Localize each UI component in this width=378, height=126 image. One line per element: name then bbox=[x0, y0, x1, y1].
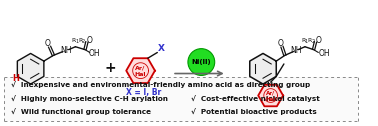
Bar bbox=[4, 77, 358, 121]
Text: Ar/: Ar/ bbox=[266, 90, 275, 95]
Circle shape bbox=[188, 49, 215, 75]
Text: R: R bbox=[78, 38, 82, 43]
Text: O: O bbox=[45, 39, 51, 48]
Text: OH: OH bbox=[89, 49, 100, 58]
Text: O: O bbox=[87, 36, 93, 45]
Text: √  Potential bioactive products: √ Potential bioactive products bbox=[191, 108, 317, 115]
Text: Hal: Hal bbox=[135, 72, 146, 77]
Text: 1: 1 bbox=[75, 39, 78, 44]
Text: OH: OH bbox=[318, 49, 330, 58]
Text: NH: NH bbox=[60, 46, 71, 55]
Text: NH: NH bbox=[291, 46, 302, 55]
Text: Hal: Hal bbox=[265, 97, 276, 102]
Text: √  Wild functional group tolerance: √ Wild functional group tolerance bbox=[11, 108, 152, 115]
Text: 2: 2 bbox=[82, 39, 85, 44]
Text: √  Cost-effective nickel catalyst: √ Cost-effective nickel catalyst bbox=[191, 95, 320, 102]
Text: 1: 1 bbox=[305, 39, 308, 44]
Text: 2: 2 bbox=[311, 39, 314, 44]
Text: X = I, Br: X = I, Br bbox=[126, 88, 161, 97]
Polygon shape bbox=[17, 53, 44, 84]
Text: √  Inexpensive and environmental-friendly amino acid as directing group: √ Inexpensive and environmental-friendly… bbox=[11, 82, 311, 88]
Text: +: + bbox=[104, 61, 116, 75]
Text: X: X bbox=[158, 44, 165, 53]
Text: √  Highly mono-selective C-H arylation: √ Highly mono-selective C-H arylation bbox=[11, 95, 169, 102]
Text: R: R bbox=[308, 38, 312, 43]
Text: O: O bbox=[277, 39, 283, 48]
Text: R: R bbox=[301, 38, 305, 43]
Text: Ni(II): Ni(II) bbox=[192, 59, 211, 65]
Polygon shape bbox=[258, 85, 283, 106]
Polygon shape bbox=[126, 58, 155, 83]
Text: Ar/: Ar/ bbox=[135, 65, 146, 70]
Text: O: O bbox=[315, 36, 321, 45]
Text: H: H bbox=[12, 74, 19, 83]
Polygon shape bbox=[250, 53, 276, 84]
Text: R: R bbox=[71, 38, 76, 43]
